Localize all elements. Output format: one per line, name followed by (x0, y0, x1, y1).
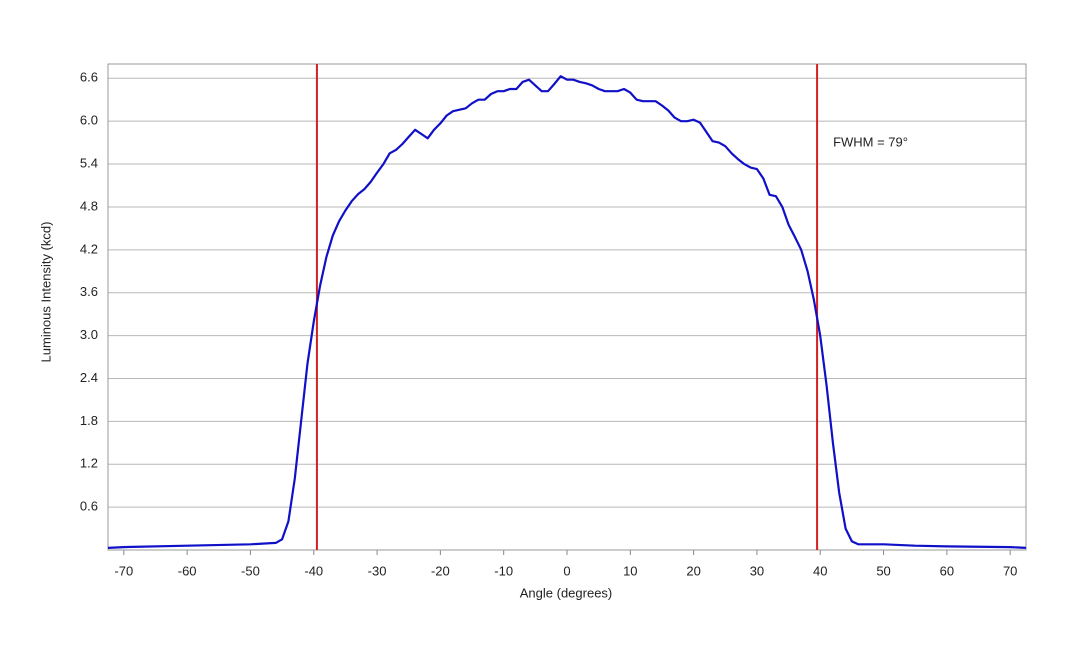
x-tick-label: -60 (178, 563, 197, 578)
data-line (107, 75, 1027, 549)
y-tick-label: 1.2 (80, 456, 98, 471)
x-tick-label: 60 (940, 563, 954, 578)
y-tick-label: 1.8 (80, 413, 98, 428)
plot-frame (107, 63, 1027, 551)
y-tick-label: 6.0 (80, 113, 98, 128)
y-tick-label: 3.0 (80, 327, 98, 342)
y-tick-label: 3.6 (80, 284, 98, 299)
y-tick-label: 5.4 (80, 155, 98, 170)
x-tick-label: -50 (241, 563, 260, 578)
y-axis-label: Luminous Intensity (kcd) (38, 222, 53, 363)
x-tick-label: 20 (686, 563, 700, 578)
y-tick-label: 6.6 (80, 70, 98, 85)
x-tick-label: -40 (304, 563, 323, 578)
y-tick-label: 4.2 (80, 241, 98, 256)
x-tick-label: -70 (114, 563, 133, 578)
x-tick-label: 50 (876, 563, 890, 578)
x-tick-label: 70 (1003, 563, 1017, 578)
annotation: FWHM = 79° (833, 134, 908, 149)
x-tick-label: 30 (750, 563, 764, 578)
y-tick-label: 0.6 (80, 499, 98, 514)
x-tick-label: -20 (431, 563, 450, 578)
x-tick-label: 10 (623, 563, 637, 578)
y-tick-label: 2.4 (80, 370, 98, 385)
y-tick-label: 4.8 (80, 198, 98, 213)
x-tick-label: 40 (813, 563, 827, 578)
x-tick-label: 0 (563, 563, 570, 578)
x-axis-label: Angle (degrees) (520, 585, 613, 600)
x-tick-label: -30 (368, 563, 387, 578)
x-tick-label: -10 (494, 563, 513, 578)
